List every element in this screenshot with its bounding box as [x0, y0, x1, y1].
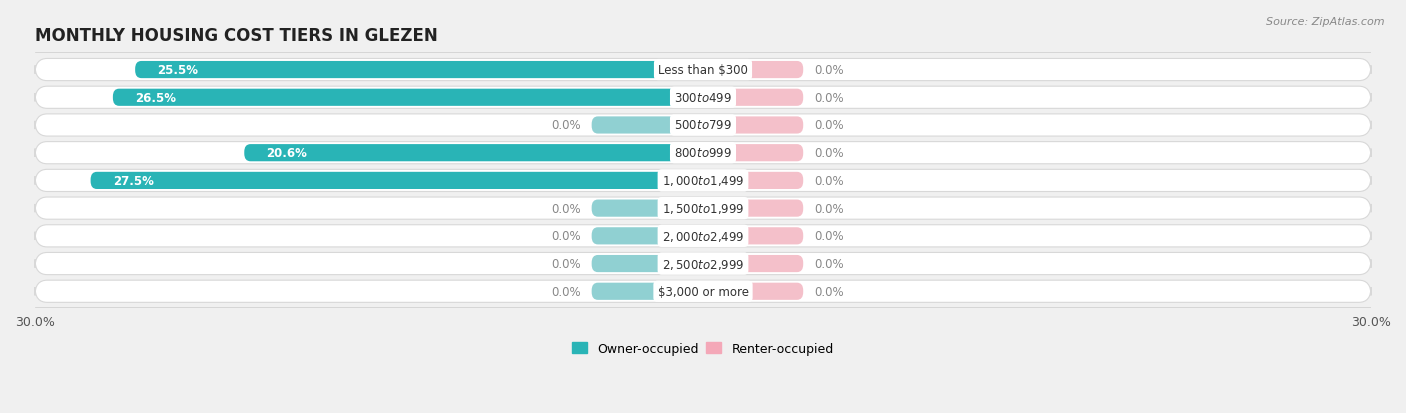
- Text: 20.6%: 20.6%: [267, 147, 308, 160]
- Text: 0.0%: 0.0%: [814, 147, 844, 160]
- FancyBboxPatch shape: [592, 255, 703, 273]
- Text: 26.5%: 26.5%: [135, 92, 176, 104]
- FancyBboxPatch shape: [35, 280, 1371, 303]
- FancyBboxPatch shape: [592, 283, 703, 300]
- FancyBboxPatch shape: [703, 90, 803, 107]
- FancyBboxPatch shape: [35, 170, 1371, 192]
- Text: 0.0%: 0.0%: [814, 202, 844, 215]
- FancyBboxPatch shape: [703, 255, 803, 273]
- Text: 0.0%: 0.0%: [814, 64, 844, 77]
- Text: $300 to $499: $300 to $499: [673, 92, 733, 104]
- Text: 0.0%: 0.0%: [814, 230, 844, 243]
- Legend: Owner-occupied, Renter-occupied: Owner-occupied, Renter-occupied: [568, 337, 838, 360]
- FancyBboxPatch shape: [703, 228, 803, 245]
- FancyBboxPatch shape: [703, 145, 803, 162]
- Text: 0.0%: 0.0%: [551, 230, 581, 243]
- FancyBboxPatch shape: [245, 145, 703, 162]
- Text: 0.0%: 0.0%: [814, 174, 844, 188]
- Text: 0.0%: 0.0%: [814, 285, 844, 298]
- Text: 0.0%: 0.0%: [814, 257, 844, 271]
- FancyBboxPatch shape: [35, 87, 1371, 109]
- FancyBboxPatch shape: [703, 62, 803, 79]
- Text: $2,500 to $2,999: $2,500 to $2,999: [662, 257, 744, 271]
- FancyBboxPatch shape: [703, 200, 803, 217]
- FancyBboxPatch shape: [35, 197, 1371, 220]
- FancyBboxPatch shape: [90, 172, 703, 190]
- Text: Less than $300: Less than $300: [658, 64, 748, 77]
- Text: $2,000 to $2,499: $2,000 to $2,499: [662, 229, 744, 243]
- FancyBboxPatch shape: [35, 253, 1371, 275]
- FancyBboxPatch shape: [35, 142, 1371, 164]
- Text: 27.5%: 27.5%: [112, 174, 153, 188]
- Text: MONTHLY HOUSING COST TIERS IN GLEZEN: MONTHLY HOUSING COST TIERS IN GLEZEN: [35, 27, 437, 45]
- Text: $1,500 to $1,999: $1,500 to $1,999: [662, 202, 744, 216]
- FancyBboxPatch shape: [703, 283, 803, 300]
- Text: $500 to $799: $500 to $799: [673, 119, 733, 132]
- FancyBboxPatch shape: [592, 117, 703, 134]
- FancyBboxPatch shape: [35, 59, 1371, 81]
- FancyBboxPatch shape: [112, 90, 703, 107]
- Text: 0.0%: 0.0%: [814, 92, 844, 104]
- FancyBboxPatch shape: [592, 228, 703, 245]
- Text: 0.0%: 0.0%: [551, 257, 581, 271]
- FancyBboxPatch shape: [35, 225, 1371, 247]
- Text: 0.0%: 0.0%: [551, 202, 581, 215]
- Text: $3,000 or more: $3,000 or more: [658, 285, 748, 298]
- FancyBboxPatch shape: [703, 172, 803, 190]
- FancyBboxPatch shape: [35, 115, 1371, 137]
- Text: 0.0%: 0.0%: [551, 285, 581, 298]
- Text: Source: ZipAtlas.com: Source: ZipAtlas.com: [1267, 17, 1385, 26]
- Text: $1,000 to $1,499: $1,000 to $1,499: [662, 174, 744, 188]
- Text: 25.5%: 25.5%: [157, 64, 198, 77]
- Text: 0.0%: 0.0%: [551, 119, 581, 132]
- Text: $800 to $999: $800 to $999: [673, 147, 733, 160]
- FancyBboxPatch shape: [592, 200, 703, 217]
- Text: 0.0%: 0.0%: [814, 119, 844, 132]
- FancyBboxPatch shape: [135, 62, 703, 79]
- FancyBboxPatch shape: [703, 117, 803, 134]
